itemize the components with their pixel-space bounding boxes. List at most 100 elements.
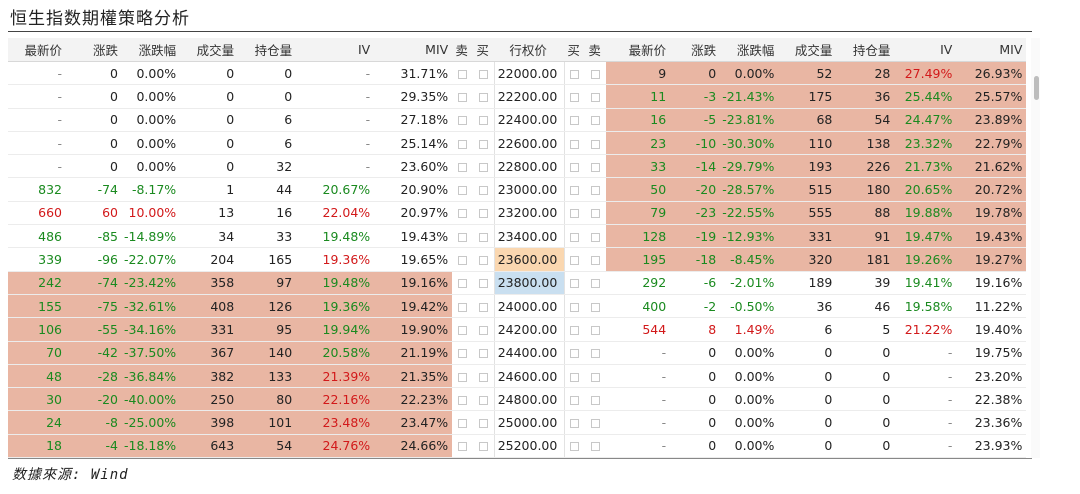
put-buy-checkbox[interactable] — [570, 162, 580, 172]
put-buy-checkbox[interactable] — [570, 232, 580, 242]
put-buy-checkbox[interactable] — [570, 419, 580, 429]
put-header-change-pct[interactable]: 涨跌幅 — [720, 38, 779, 62]
option-row[interactable]: 106 -55 -34.16% 331 95 19.94% 19.90% 24200.00 54… — [8, 317, 1027, 342]
call-sell-checkbox[interactable] — [458, 69, 468, 79]
call-sell-checkbox[interactable] — [458, 186, 468, 196]
call-sell-checkbox[interactable] — [458, 139, 468, 149]
put-sell-checkbox[interactable] — [591, 92, 601, 102]
call-buy-checkbox[interactable] — [478, 69, 488, 79]
strike-price[interactable]: 24200.00 — [493, 317, 565, 342]
strike-header[interactable]: 行权价 — [494, 38, 565, 62]
strike-price[interactable]: 25000.00 — [493, 410, 565, 435]
strike-price[interactable]: 24400.00 — [493, 341, 565, 365]
call-header-last-price[interactable]: 最新价 — [8, 38, 66, 62]
put-sell-checkbox[interactable] — [591, 256, 601, 266]
strike-price[interactable]: 23800.00 — [493, 271, 565, 295]
put-buy-checkbox[interactable] — [570, 92, 580, 102]
put-buy-checkbox[interactable] — [570, 325, 580, 335]
call-header-change[interactable]: 涨跌 — [66, 38, 122, 62]
put-header-miv[interactable]: MIV — [956, 38, 1027, 62]
put-header-iv[interactable]: IV — [894, 38, 957, 62]
option-row[interactable]: 18 -4 -18.18% 643 54 24.76% 24.66% 25200.00-0 0.… — [8, 434, 1027, 458]
strike-price[interactable]: 23200.00 — [493, 201, 565, 226]
strike-price[interactable]: 23000.00 — [493, 177, 565, 202]
option-row[interactable]: -0 0.00% 0 6-25.14% 22600.00 23 -10 -30.30% 110 1… — [8, 131, 1027, 156]
option-row[interactable]: 242 -74 -23.42% 358 97 19.48% 19.16% 23800.00 29… — [8, 271, 1027, 295]
call-buy-checkbox[interactable] — [478, 349, 488, 359]
call-sell-checkbox[interactable] — [458, 92, 468, 102]
put-sell-checkbox[interactable] — [591, 302, 601, 312]
put-buy-header[interactable]: 买 — [564, 38, 586, 62]
put-buy-checkbox[interactable] — [570, 442, 580, 452]
call-sell-header[interactable]: 卖 — [452, 38, 474, 62]
call-sell-checkbox[interactable] — [458, 442, 468, 452]
call-sell-checkbox[interactable] — [458, 279, 468, 289]
call-buy-header[interactable]: 买 — [473, 38, 495, 62]
call-header-volume[interactable]: 成交量 — [180, 38, 239, 62]
strike-price[interactable]: 23400.00 — [493, 224, 565, 249]
call-sell-checkbox[interactable] — [458, 395, 468, 405]
put-sell-checkbox[interactable] — [591, 116, 601, 126]
call-buy-checkbox[interactable] — [478, 302, 488, 312]
option-row[interactable]: 660 60 10.00% 13 16 22.04% 20.97% 23200.00 79 -23… — [8, 201, 1027, 226]
put-buy-checkbox[interactable] — [570, 209, 580, 219]
put-sell-checkbox[interactable] — [591, 232, 601, 242]
put-sell-checkbox[interactable] — [591, 395, 601, 405]
put-buy-checkbox[interactable] — [570, 372, 580, 382]
strike-price[interactable]: 22800.00 — [493, 154, 565, 179]
put-buy-checkbox[interactable] — [570, 186, 580, 196]
put-sell-header[interactable]: 卖 — [585, 38, 607, 62]
put-sell-checkbox[interactable] — [591, 186, 601, 196]
put-buy-checkbox[interactable] — [570, 349, 580, 359]
option-row[interactable]: 486 -85 -14.89% 34 33 19.48% 19.43% 23400.00 128… — [8, 224, 1027, 249]
option-row[interactable]: 30 -20 -40.00% 250 80 22.16% 22.23% 24800.00-0 0… — [8, 387, 1027, 412]
put-sell-checkbox[interactable] — [591, 209, 601, 219]
call-buy-checkbox[interactable] — [478, 442, 488, 452]
put-buy-checkbox[interactable] — [570, 279, 580, 289]
call-sell-checkbox[interactable] — [458, 256, 468, 266]
option-row[interactable]: -0 0.00% 0 0-29.35% 22200.00 11 -3 -21.43% 175 36… — [8, 84, 1027, 109]
option-row[interactable]: 832 -74 -8.17% 1 44 20.67% 20.90% 23000.00 50 -20… — [8, 177, 1027, 202]
vertical-scrollbar[interactable] — [1031, 38, 1040, 458]
option-row[interactable]: -0 0.00% 0 0-31.71% 22000.00 9 0 0.00% 52 28 27.49… — [8, 61, 1027, 86]
put-sell-checkbox[interactable] — [591, 442, 601, 452]
call-buy-checkbox[interactable] — [478, 92, 488, 102]
call-buy-checkbox[interactable] — [478, 372, 488, 382]
put-sell-checkbox[interactable] — [591, 349, 601, 359]
call-header-change-pct[interactable]: 涨跌幅 — [122, 38, 181, 62]
put-buy-checkbox[interactable] — [570, 395, 580, 405]
call-header-iv[interactable]: IV — [296, 38, 375, 62]
strike-price[interactable]: 24800.00 — [493, 387, 565, 412]
strike-price[interactable]: 22000.00 — [493, 61, 565, 86]
option-row[interactable]: 70 -42 -37.50% 367 140 20.58% 21.19% 24400.00-0… — [8, 341, 1027, 365]
put-sell-checkbox[interactable] — [591, 325, 601, 335]
call-buy-checkbox[interactable] — [478, 186, 488, 196]
put-sell-checkbox[interactable] — [591, 372, 601, 382]
option-row[interactable]: -0 0.00% 0 6-27.18% 22400.00 16 -5 -23.81% 68 54 2… — [8, 108, 1027, 132]
call-buy-checkbox[interactable] — [478, 279, 488, 289]
put-buy-checkbox[interactable] — [570, 256, 580, 266]
call-sell-checkbox[interactable] — [458, 116, 468, 126]
put-buy-checkbox[interactable] — [570, 69, 580, 79]
strike-price[interactable]: 22400.00 — [493, 108, 565, 132]
strike-price[interactable]: 24000.00 — [493, 294, 565, 319]
strike-price[interactable]: 23600.00 — [493, 247, 565, 272]
put-sell-checkbox[interactable] — [591, 419, 601, 429]
call-buy-checkbox[interactable] — [478, 419, 488, 429]
call-sell-checkbox[interactable] — [458, 349, 468, 359]
scrollbar-thumb[interactable] — [1034, 76, 1039, 100]
put-sell-checkbox[interactable] — [591, 162, 601, 172]
call-sell-checkbox[interactable] — [458, 372, 468, 382]
put-sell-checkbox[interactable] — [591, 279, 601, 289]
strike-price[interactable]: 25200.00 — [493, 434, 565, 458]
strike-price[interactable]: 22200.00 — [493, 84, 565, 109]
call-buy-checkbox[interactable] — [478, 232, 488, 242]
strike-price[interactable]: 24600.00 — [493, 364, 565, 389]
call-buy-checkbox[interactable] — [478, 116, 488, 126]
call-sell-checkbox[interactable] — [458, 162, 468, 172]
call-buy-checkbox[interactable] — [478, 395, 488, 405]
put-buy-checkbox[interactable] — [570, 302, 580, 312]
call-sell-checkbox[interactable] — [458, 209, 468, 219]
call-sell-checkbox[interactable] — [458, 302, 468, 312]
call-header-open-interest[interactable]: 持仓量 — [238, 38, 297, 62]
